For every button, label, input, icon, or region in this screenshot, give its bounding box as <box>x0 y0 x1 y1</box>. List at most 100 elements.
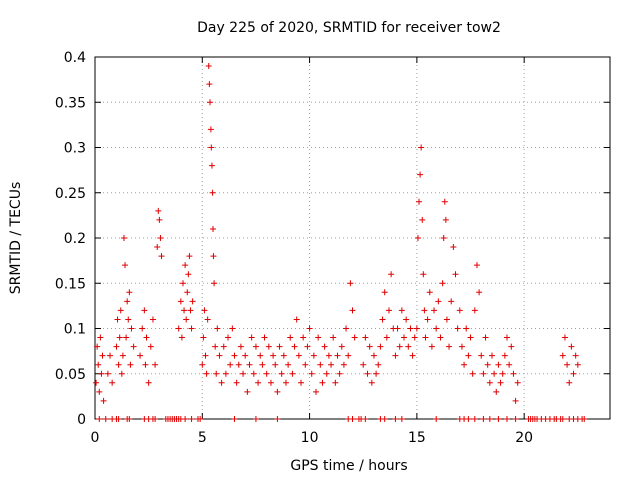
data-point <box>242 352 249 359</box>
data-point <box>388 271 395 278</box>
data-point <box>285 361 292 368</box>
data-point <box>499 370 506 377</box>
data-point <box>495 416 502 422</box>
data-point <box>426 289 433 296</box>
data-point <box>272 361 279 368</box>
data-series-srmtid <box>93 63 588 422</box>
data-point <box>310 352 317 359</box>
data-point <box>95 361 102 368</box>
data-point <box>441 198 448 205</box>
data-point <box>203 370 210 377</box>
data-point <box>504 416 510 422</box>
data-point <box>493 388 500 395</box>
data-point <box>210 253 217 260</box>
data-point <box>233 379 240 386</box>
data-point <box>574 361 581 368</box>
y-tick-label: 0.25 <box>55 186 86 202</box>
y-axis-ticks: 0 0.05 0.1 0.15 0.2 0.25 0.3 0.35 0.4 <box>55 50 610 428</box>
data-point <box>200 334 207 341</box>
data-point <box>93 379 100 386</box>
x-axis-ticks: 0 5 10 15 20 <box>91 57 533 446</box>
y-tick-label: 0.3 <box>64 141 86 157</box>
data-point <box>366 343 373 350</box>
data-point <box>304 343 311 350</box>
data-point <box>210 225 217 232</box>
data-point <box>220 343 227 350</box>
data-point <box>325 352 332 359</box>
data-point <box>97 334 104 341</box>
data-point <box>208 144 215 151</box>
data-point <box>422 334 429 341</box>
data-point <box>295 352 302 359</box>
data-point <box>476 289 483 296</box>
data-point <box>454 325 461 332</box>
data-point <box>559 416 566 422</box>
data-point <box>360 361 367 368</box>
y-tick-label: 0.4 <box>64 50 86 66</box>
data-point <box>319 379 326 386</box>
data-point <box>214 325 221 332</box>
data-point <box>315 334 322 341</box>
data-point <box>96 416 103 422</box>
data-point <box>338 343 345 350</box>
data-point <box>202 352 209 359</box>
data-point <box>199 361 206 368</box>
data-point <box>396 343 403 350</box>
data-point <box>107 352 114 359</box>
data-point <box>197 416 204 422</box>
data-point <box>385 307 392 314</box>
data-point <box>497 379 504 386</box>
data-point <box>377 343 384 350</box>
data-point <box>420 271 427 278</box>
data-point <box>235 361 242 368</box>
data-point <box>414 235 421 241</box>
y-tick-label: 0.15 <box>55 276 86 292</box>
data-point <box>405 343 412 350</box>
x-axis-label: GPS time / hours <box>290 458 407 474</box>
data-point <box>336 370 343 377</box>
data-point <box>287 334 294 341</box>
data-point <box>179 280 186 287</box>
data-point <box>104 370 111 377</box>
data-point <box>349 307 356 314</box>
data-point <box>274 416 281 422</box>
data-point <box>469 370 476 377</box>
data-point <box>370 352 377 359</box>
data-point <box>137 352 144 359</box>
data-point <box>407 325 414 332</box>
data-point <box>486 379 493 386</box>
data-point <box>456 307 463 314</box>
data-point <box>417 171 424 178</box>
data-point <box>313 388 320 395</box>
data-point <box>435 298 442 305</box>
data-point <box>128 325 135 332</box>
data-point <box>152 416 159 422</box>
data-point <box>431 307 438 314</box>
data-point <box>302 361 309 368</box>
data-point <box>139 325 146 332</box>
data-point <box>98 370 105 377</box>
data-point <box>227 361 234 368</box>
data-point <box>300 334 307 341</box>
y-tick-label: 0 <box>77 412 86 428</box>
data-point <box>433 416 440 422</box>
data-point <box>480 416 487 422</box>
data-point <box>394 325 401 332</box>
x-tick-label: 0 <box>91 430 100 446</box>
data-point <box>186 253 193 260</box>
data-point <box>442 216 449 223</box>
data-point <box>99 352 106 359</box>
data-point <box>274 388 281 395</box>
data-point <box>156 216 163 223</box>
data-point <box>572 352 579 359</box>
data-point <box>334 352 341 359</box>
data-point <box>261 334 268 341</box>
data-point <box>375 361 382 368</box>
data-point <box>373 370 380 377</box>
data-point <box>270 352 277 359</box>
data-point <box>458 343 465 350</box>
data-point <box>504 334 510 341</box>
data-point <box>119 352 126 359</box>
data-point <box>205 63 212 70</box>
data-point <box>125 316 132 323</box>
